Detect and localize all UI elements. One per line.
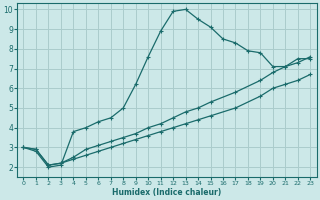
X-axis label: Humidex (Indice chaleur): Humidex (Indice chaleur) <box>112 188 221 197</box>
